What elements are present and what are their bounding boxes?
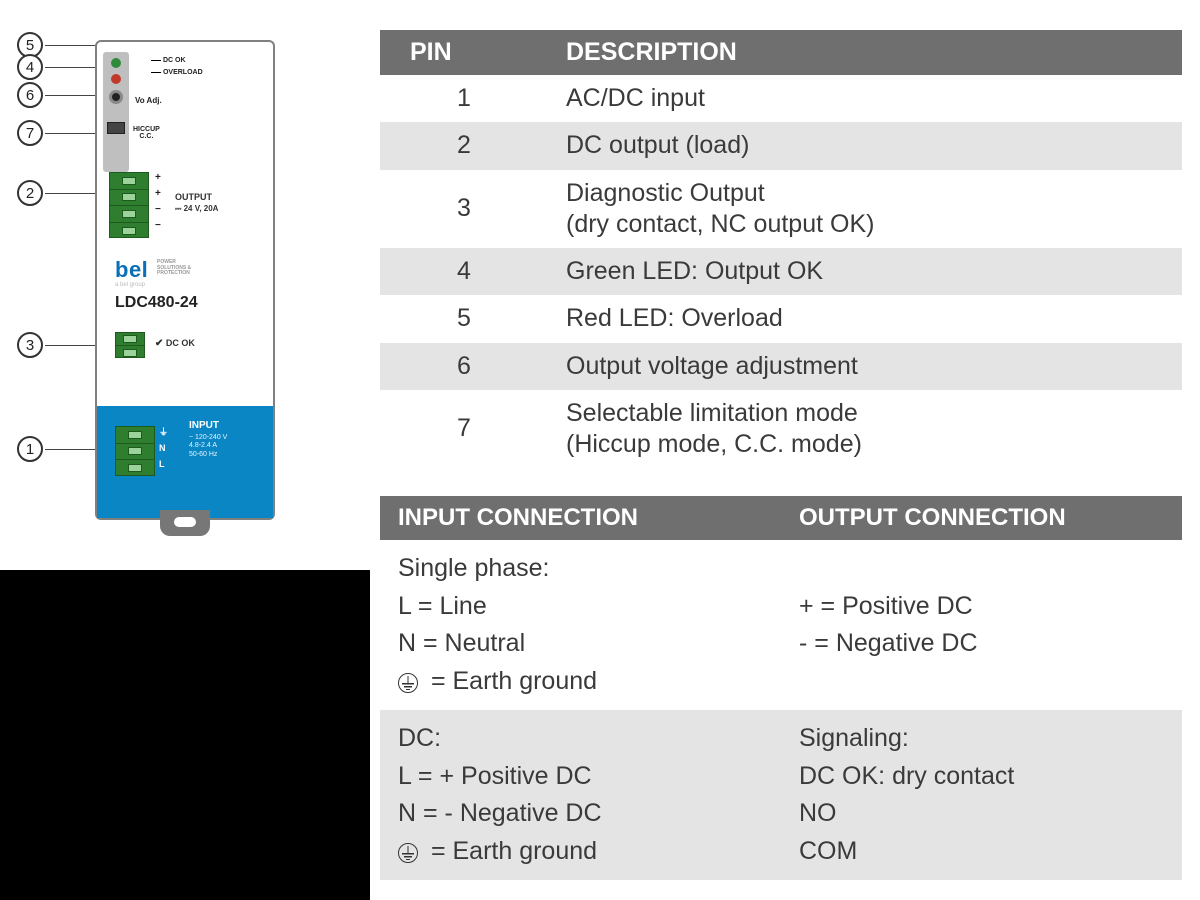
callout-7: 7 — [17, 120, 43, 146]
out-sig-1: DC OK: dry contact — [799, 758, 1164, 796]
dcok-terminal-label: ✔ DC OK — [155, 338, 195, 349]
tables-panel: PIN DESCRIPTION 1AC/DC input 2DC output … — [380, 0, 1200, 899]
table-row: 1AC/DC input — [380, 75, 1182, 122]
out-sig-3: COM — [799, 833, 1164, 871]
in-dc-title: DC: — [398, 720, 763, 758]
output-title: OUTPUT — [175, 192, 212, 202]
output-terminal-block — [109, 172, 149, 238]
led-red-icon — [111, 74, 121, 84]
out-sig-2: NO — [799, 795, 1164, 833]
table-row: 6Output voltage adjustment — [380, 343, 1182, 390]
in-single-l: L = Line — [398, 588, 763, 626]
callout-6: 6 — [17, 82, 43, 108]
brand-subtitle: POWERSOLUTIONS &PROTECTION — [157, 260, 191, 277]
output-pin-labels: + + − − — [155, 170, 161, 234]
brand-logo: bel — [115, 257, 148, 283]
dcok-terminal-block — [115, 332, 145, 358]
input-title: INPUT — [189, 420, 219, 431]
callout-4: 4 — [17, 54, 43, 80]
in-single-n: N = Neutral — [398, 625, 763, 663]
mode-switch-icon — [107, 122, 125, 134]
desc-header: DESCRIPTION — [548, 30, 1182, 75]
in-single-title: Single phase: — [398, 550, 763, 588]
input-spec: ~ 120-240 V4.8-2.4 A50-60 Hz — [189, 434, 227, 459]
device-model: LDC480-24 — [115, 294, 198, 312]
device-voadj-label: Vo Adj. — [135, 97, 162, 105]
output-conn-header: OUTPUT CONNECTION — [781, 496, 1182, 540]
in-dc-e: = Earth ground — [424, 837, 597, 865]
callout-3: 3 — [17, 332, 43, 358]
callout-2: 2 — [17, 180, 43, 206]
in-dc-l: L = + Positive DC — [398, 758, 763, 796]
table-row: DC: L = + Positive DC N = - Negative DC … — [380, 710, 1182, 880]
in-dc-n: N = - Negative DC — [398, 795, 763, 833]
connection-table: INPUT CONNECTION OUTPUT CONNECTION Singl… — [380, 496, 1182, 880]
black-box — [0, 570, 370, 900]
pin-header: PIN — [380, 30, 548, 75]
table-row: Single phase: L = Line N = Neutral = Ear… — [380, 540, 1182, 710]
table-row: 4Green LED: Output OK — [380, 248, 1182, 295]
callout-1: 1 — [17, 436, 43, 462]
table-row: 7Selectable limitation mode(Hiccup mode,… — [380, 390, 1182, 469]
device-dcok-label: DC OK — [163, 57, 186, 64]
earth-ground-icon — [398, 673, 418, 693]
earth-ground-icon — [398, 843, 418, 863]
brand-group: a bel group — [115, 282, 145, 288]
device-control-strip — [103, 52, 129, 172]
table-row: 5Red LED: Overload — [380, 295, 1182, 342]
in-single-e: = Earth ground — [424, 667, 597, 695]
vo-adj-knob-icon — [109, 90, 123, 104]
output-spec: ⎓ 24 V, 20A — [175, 204, 218, 214]
device-diagram-panel: 5 4 6 7 2 3 1 DC O — [0, 0, 380, 899]
out-neg: - = Negative DC — [799, 625, 1164, 663]
table-row: 2DC output (load) — [380, 122, 1182, 169]
out-pos: + = Positive DC — [799, 588, 1164, 626]
mounting-clip-icon — [160, 510, 210, 536]
device-overload-label: OVERLOAD — [163, 69, 203, 76]
input-terminal-block — [115, 426, 155, 476]
pin-description-table: PIN DESCRIPTION 1AC/DC input 2DC output … — [380, 30, 1182, 468]
table-row: 3Diagnostic Output(dry contact, NC outpu… — [380, 170, 1182, 249]
device-outline: DC OK OVERLOAD Vo Adj. HICCUP C.C. + + — [95, 40, 275, 520]
out-sig-title: Signaling: — [799, 720, 1164, 758]
input-pin-labels: ⏚ N L — [159, 424, 168, 472]
led-green-icon — [111, 58, 121, 68]
device-hiccup-label: HICCUP C.C. — [133, 126, 160, 140]
input-conn-header: INPUT CONNECTION — [380, 496, 781, 540]
